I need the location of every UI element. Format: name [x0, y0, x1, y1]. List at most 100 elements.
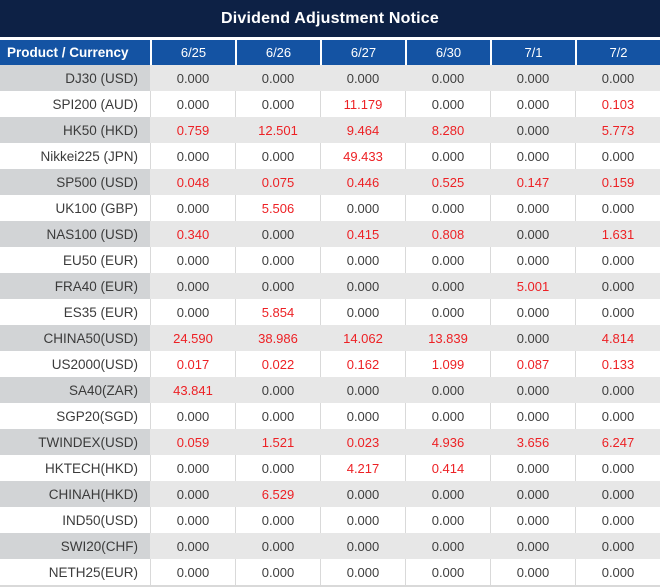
value-cell: 5.854 — [235, 299, 320, 325]
value-cell: 0.000 — [235, 559, 320, 585]
value-cell: 5.001 — [490, 273, 575, 299]
table-row: US2000(USD) 0.017 0.022 0.162 1.099 0.087 0.13… — [0, 351, 660, 377]
value-cell: 0.000 — [575, 299, 660, 325]
value-cell: 0.000 — [150, 533, 235, 559]
table-row: HKTECH(HKD) 0.000 0.000 4.217 0.414 0.000 0.00… — [0, 455, 660, 481]
value-cell: 9.464 — [320, 117, 405, 143]
product-cell: IND50(USD) — [0, 507, 150, 533]
value-cell: 0.415 — [320, 221, 405, 247]
product-cell: HK50 (HKD) — [0, 117, 150, 143]
value-cell: 0.000 — [490, 91, 575, 117]
value-cell: 0.340 — [150, 221, 235, 247]
value-cell: 0.808 — [405, 221, 490, 247]
value-cell: 0.000 — [490, 221, 575, 247]
value-cell: 0.000 — [235, 91, 320, 117]
value-cell: 5.506 — [235, 195, 320, 221]
value-cell: 0.000 — [490, 403, 575, 429]
product-cell: US2000(USD) — [0, 351, 150, 377]
product-cell: NAS100 (USD) — [0, 221, 150, 247]
product-cell: SP500 (USD) — [0, 169, 150, 195]
value-cell: 1.631 — [575, 221, 660, 247]
value-cell: 5.773 — [575, 117, 660, 143]
value-cell: 0.000 — [320, 481, 405, 507]
value-cell: 0.759 — [150, 117, 235, 143]
value-cell: 0.446 — [320, 169, 405, 195]
value-cell: 0.000 — [405, 377, 490, 403]
value-cell: 49.433 — [320, 143, 405, 169]
value-cell: 0.000 — [320, 247, 405, 273]
value-cell: 0.000 — [150, 299, 235, 325]
value-cell: 0.000 — [405, 91, 490, 117]
value-cell: 0.000 — [235, 65, 320, 91]
title-bar: Dividend Adjustment Notice — [0, 0, 660, 40]
value-cell: 0.000 — [405, 507, 490, 533]
value-cell: 0.000 — [320, 377, 405, 403]
value-cell: 0.000 — [490, 195, 575, 221]
dividend-table: Product / Currency 6/25 6/26 6/27 6/30 7/1 7/… — [0, 40, 660, 585]
value-cell: 0.000 — [150, 481, 235, 507]
table-row: NAS100 (USD) 0.340 0.000 0.415 0.808 0.000 1.6… — [0, 221, 660, 247]
value-cell: 0.525 — [405, 169, 490, 195]
value-cell: 8.280 — [405, 117, 490, 143]
table-body: DJ30 (USD) 0.000 0.000 0.000 0.000 0.000 0.000… — [0, 65, 660, 585]
value-cell: 0.159 — [575, 169, 660, 195]
value-cell: 0.000 — [320, 273, 405, 299]
value-cell: 0.000 — [575, 507, 660, 533]
value-cell: 0.000 — [320, 65, 405, 91]
value-cell: 0.000 — [320, 507, 405, 533]
table-row: DJ30 (USD) 0.000 0.000 0.000 0.000 0.000 0.000 — [0, 65, 660, 91]
value-cell: 0.000 — [575, 65, 660, 91]
value-cell: 0.000 — [405, 533, 490, 559]
product-cell: EU50 (EUR) — [0, 247, 150, 273]
value-cell: 0.059 — [150, 429, 235, 455]
value-cell: 0.000 — [490, 117, 575, 143]
table-row: SP500 (USD) 0.048 0.075 0.446 0.525 0.147 0.15… — [0, 169, 660, 195]
value-cell: 1.099 — [405, 351, 490, 377]
value-cell: 0.000 — [490, 65, 575, 91]
product-cell: UK100 (GBP) — [0, 195, 150, 221]
table-row: FRA40 (EUR) 0.000 0.000 0.000 0.000 5.001 0.00… — [0, 273, 660, 299]
value-cell: 0.000 — [490, 325, 575, 351]
value-cell: 6.529 — [235, 481, 320, 507]
header-row: Product / Currency 6/25 6/26 6/27 6/30 7/1 7/… — [0, 40, 660, 65]
value-cell: 0.000 — [405, 195, 490, 221]
value-cell: 0.000 — [150, 91, 235, 117]
table-row: SGP20(SGD) 0.000 0.000 0.000 0.000 0.000 0.000 — [0, 403, 660, 429]
product-cell: HKTECH(HKD) — [0, 455, 150, 481]
value-cell: 0.000 — [575, 273, 660, 299]
value-cell: 0.000 — [575, 247, 660, 273]
product-cell: ES35 (EUR) — [0, 299, 150, 325]
product-cell: CHINA50(USD) — [0, 325, 150, 351]
value-cell: 24.590 — [150, 325, 235, 351]
value-cell: 4.814 — [575, 325, 660, 351]
table-row: HK50 (HKD) 0.759 12.501 9.464 8.280 0.000 5.77… — [0, 117, 660, 143]
value-cell: 0.000 — [235, 143, 320, 169]
value-cell: 0.000 — [235, 507, 320, 533]
value-cell: 0.162 — [320, 351, 405, 377]
value-cell: 0.000 — [150, 455, 235, 481]
value-cell: 38.986 — [235, 325, 320, 351]
value-cell: 0.000 — [320, 559, 405, 585]
value-cell: 0.000 — [575, 533, 660, 559]
value-cell: 0.000 — [320, 195, 405, 221]
value-cell: 0.000 — [150, 65, 235, 91]
value-cell: 3.656 — [490, 429, 575, 455]
value-cell: 13.839 — [405, 325, 490, 351]
value-cell: 0.000 — [405, 299, 490, 325]
product-cell: Nikkei225 (JPN) — [0, 143, 150, 169]
value-cell: 0.023 — [320, 429, 405, 455]
page-title: Dividend Adjustment Notice — [221, 9, 439, 27]
value-cell: 0.103 — [575, 91, 660, 117]
value-cell: 0.000 — [150, 247, 235, 273]
value-cell: 0.000 — [405, 143, 490, 169]
table-row: CHINAH(HKD) 0.000 6.529 0.000 0.000 0.000 0.00… — [0, 481, 660, 507]
value-cell: 11.179 — [320, 91, 405, 117]
product-cell: SWI20(CHF) — [0, 533, 150, 559]
value-cell: 0.000 — [490, 559, 575, 585]
value-cell: 6.247 — [575, 429, 660, 455]
value-cell: 0.000 — [575, 559, 660, 585]
value-cell: 0.000 — [575, 195, 660, 221]
value-cell: 0.000 — [150, 403, 235, 429]
date-header: 7/1 — [490, 40, 575, 65]
